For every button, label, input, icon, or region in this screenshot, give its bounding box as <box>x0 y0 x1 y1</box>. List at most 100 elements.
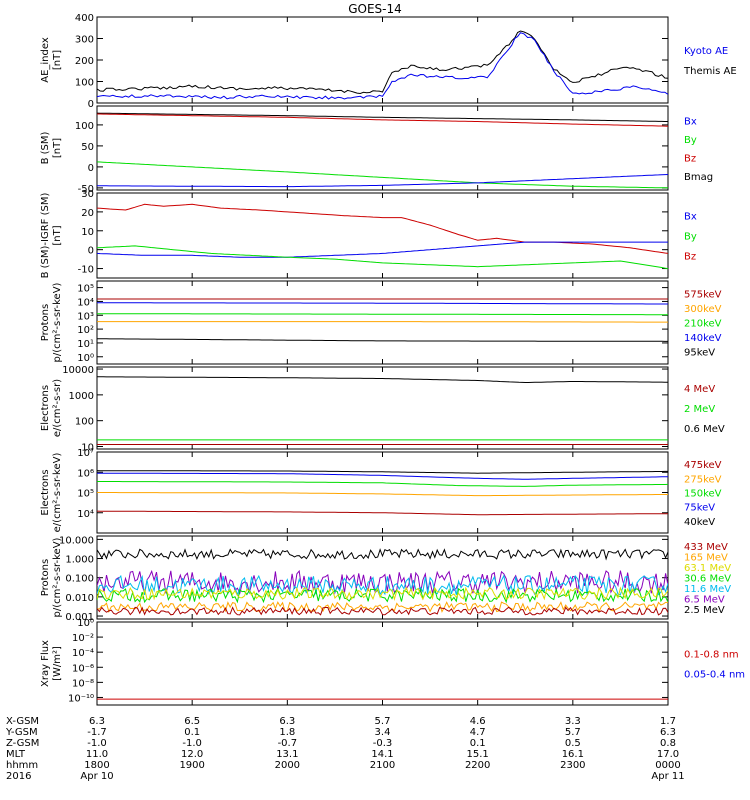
y-axis-label: [nT] <box>52 225 63 245</box>
y-axis-label: [W/m²] <box>52 646 63 681</box>
axis-value: 4.7 <box>470 727 486 738</box>
axis-row-label: hhmm <box>6 760 38 771</box>
axis-value: 17.0 <box>657 749 679 760</box>
panel-protons2: 0.001 0.010 0.100 1.000 10.000 Protons p/(cm²-… <box>40 535 731 623</box>
series-line-0-6-mev <box>97 376 668 383</box>
y-tick-label: -50 <box>78 184 94 195</box>
y-axis-label: [nT] <box>52 50 63 70</box>
y-axis-label: e/(cm²-s-sr-keV) <box>52 453 63 533</box>
y-axis-label: p/(cm²-s-sr-keV) <box>52 282 63 362</box>
axis-value: 6.5 <box>184 716 200 727</box>
panel-frame <box>96 621 669 706</box>
y-tick-label: 10⁴ <box>77 509 94 520</box>
legend-entry: 275keV <box>684 474 722 485</box>
legend-entry: By <box>684 135 697 146</box>
y-axis-label: AE_index <box>40 37 51 83</box>
legend-entry: Kyoto AE <box>684 46 728 57</box>
axis-row-label: Y-GSM <box>5 727 38 738</box>
y-tick-label: 10⁶ <box>77 468 94 479</box>
y-tick-label: 0.001 <box>65 612 94 623</box>
axis-value: 6.3 <box>89 716 105 727</box>
legend-entry: 40keV <box>684 517 715 528</box>
legend-entry: 0.1-0.8 nm <box>684 650 739 661</box>
y-axis-label: B (SM) <box>40 131 51 164</box>
legend-entry: 140keV <box>684 333 722 344</box>
axis-value: 3.4 <box>375 727 391 738</box>
axis-value: 1.7 <box>660 716 676 727</box>
y-tick-label: 10000 <box>62 365 94 376</box>
axis-value: 5.7 <box>565 727 581 738</box>
legend-entry: Bmag <box>684 172 713 183</box>
legend-entry: 6.5 MeV <box>684 594 725 605</box>
y-tick-label: 10.000 <box>59 535 94 546</box>
y-tick-label: 10⁵ <box>77 284 94 295</box>
y-tick-label: 0 <box>88 163 94 174</box>
y-axis-label: Xray Flux <box>40 640 51 687</box>
y-axis-label: Electrons <box>40 469 51 515</box>
y-axis-label: p/(cm²-s-sr-keV) <box>52 537 63 617</box>
y-tick-label: 20 <box>81 208 94 219</box>
panel-bigrf: -10 0 10 20 30 B (SM)-IGRF (SM) [nT] Bx By Bz <box>40 189 697 279</box>
series-line-6-5-mev <box>97 569 668 595</box>
y-tick-label: 10⁻² <box>72 633 94 644</box>
axis-value: -0.3 <box>373 738 393 749</box>
y-tick-label: 10¹ <box>77 339 94 350</box>
y-tick-label: 10 <box>81 227 94 238</box>
series-line-433-mev <box>97 606 668 616</box>
y-tick-label: 10⁻⁶ <box>72 663 94 674</box>
y-tick-label: 10⁴ <box>77 297 94 308</box>
series-group <box>97 376 668 445</box>
series-line-275kev <box>97 492 668 497</box>
y-tick-label: 10 <box>81 442 94 453</box>
axis-value: 1.8 <box>279 727 295 738</box>
series-line-by <box>97 245 668 270</box>
y-tick-label: 0 <box>88 246 94 257</box>
legend-entry: Bz <box>684 153 696 164</box>
series-line-2-5-mev <box>97 548 668 561</box>
legend-entry: 210keV <box>684 319 722 330</box>
panel-frame <box>96 16 669 104</box>
axis-row-label: Z-GSM <box>6 738 39 749</box>
legend-entry: 300keV <box>684 304 722 315</box>
series-group <box>97 298 668 342</box>
panel-ae: 0 100 200 300 400 AE_index [nT] Kyoto AE Themis … <box>40 13 737 110</box>
axis-value: 15.1 <box>467 749 489 760</box>
y-tick-label: 10³ <box>77 311 94 322</box>
series-group <box>97 203 668 270</box>
legend-entry: 0.6 MeV <box>684 424 725 435</box>
axis-value: 0.8 <box>660 738 676 749</box>
y-axis-label: [nT] <box>52 138 63 158</box>
series-line-by <box>97 161 668 189</box>
series-line-bz <box>97 203 668 254</box>
panel-frame <box>96 366 669 450</box>
y-tick-label: 50 <box>81 142 94 153</box>
axis-value: 0.5 <box>565 738 581 749</box>
axis-value: -1.0 <box>87 738 107 749</box>
axis-value: -1.7 <box>87 727 107 738</box>
y-tick-label: 10⁰ <box>77 353 94 364</box>
axis-value: 6.3 <box>279 716 295 727</box>
axis-row-label: X-GSM <box>6 716 39 727</box>
series-line-150kev <box>97 481 668 487</box>
legend-entry: 575keV <box>684 289 722 300</box>
legend-entry: 4 MeV <box>684 384 715 395</box>
axis-value: 0000 <box>655 760 680 771</box>
y-tick-label: 1000 <box>69 391 94 402</box>
legend-entry: 2 MeV <box>684 404 715 415</box>
y-axis-label: Electrons <box>40 385 51 431</box>
axis-row-label: MLT <box>6 749 26 760</box>
y-tick-label: 300 <box>75 35 94 46</box>
legend-entry: 433 MeV <box>684 542 728 553</box>
axis-value: -0.7 <box>278 738 298 749</box>
y-tick-label: 10⁻⁸ <box>72 678 94 689</box>
legend-entry: By <box>684 232 697 243</box>
series-line-40kev <box>97 470 668 474</box>
y-tick-label: 10⁵ <box>77 489 94 500</box>
panel-electrons2: 10⁴ 10⁵ 10⁶ 10⁷ Electrons e/(cm²-s-sr-keV) 475… <box>40 448 722 534</box>
axis-value: Apr 11 <box>651 771 684 782</box>
series-line-95kev <box>97 338 668 342</box>
axis-value: 2000 <box>275 760 300 771</box>
axis-value: 16.1 <box>562 749 584 760</box>
legend-entry: 475keV <box>684 460 722 471</box>
